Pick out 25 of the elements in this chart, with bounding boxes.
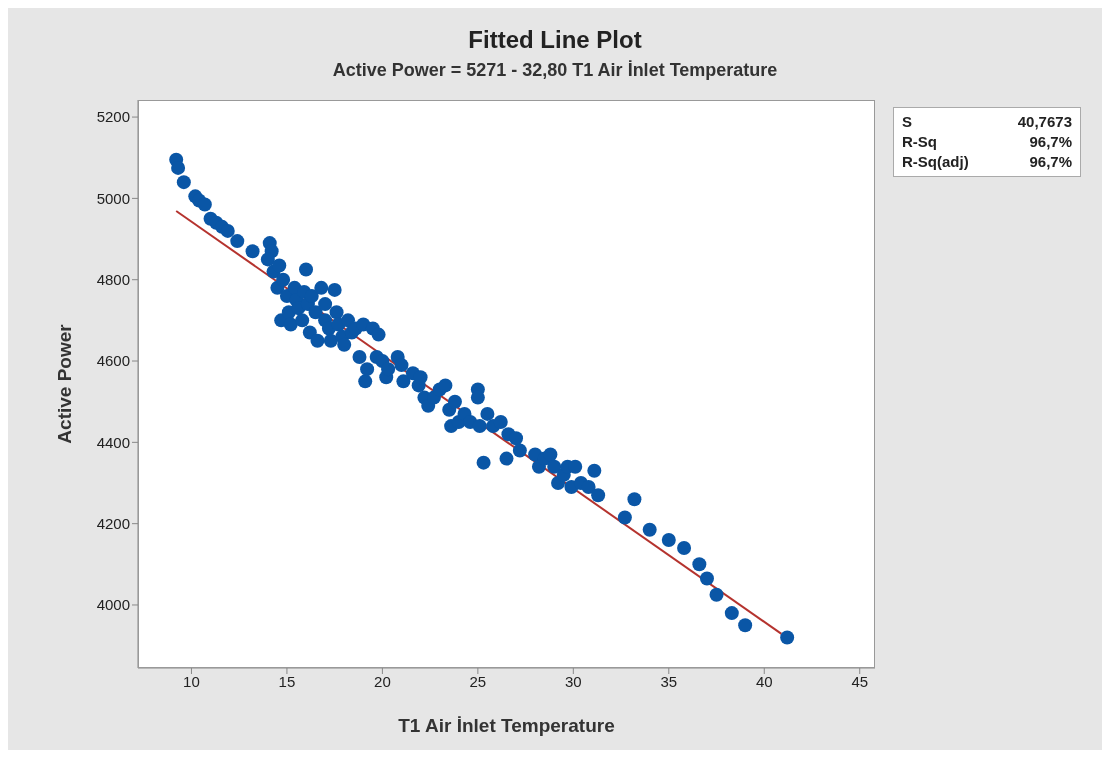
y-axis-title: Active Power [53,323,75,444]
y-tick-label: 4400 [96,433,130,451]
y-tick-label: 5000 [96,189,130,207]
x-tick-label: 10 [183,672,200,690]
text: R-Sq [902,132,937,152]
text: 40,7673 [1017,112,1072,132]
x-tick-label: 40 [755,672,773,690]
y-tick-label: 4600 [96,352,130,370]
y-tick-label: 4800 [96,271,130,289]
text: 96,7% [1029,132,1072,152]
x-tick-label: 15 [278,672,296,690]
chart-title: Fitted Line Plot [467,26,643,54]
text: S [902,112,913,132]
y-tick-label: 5200 [96,108,130,126]
x-tick-label: 35 [660,672,678,690]
x-tick-label: 25 [469,672,487,690]
x-tick-label: 30 [564,672,582,690]
x-axis-title: T1 Air İnlet Temperature [398,715,615,736]
y-tick-label: 4000 [96,596,130,614]
x-tick-label: 45 [851,672,869,690]
chart-subtitle: Active Power = 5271 - 32,80 T1 Air İnlet Temperature [331,60,779,81]
text: R-Sq(adj) [902,152,969,172]
text: 96,7% [1029,152,1072,172]
x-tick-label: 20 [374,672,391,690]
y-tick-label: 4200 [96,514,130,532]
